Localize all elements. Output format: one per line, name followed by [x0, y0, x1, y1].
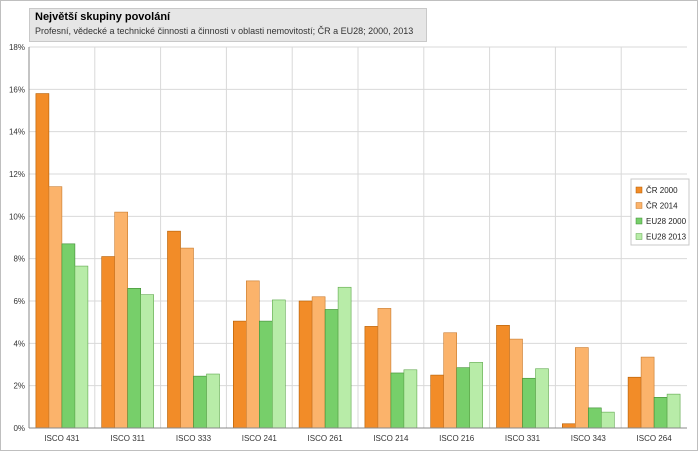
- bar: [640, 356, 655, 429]
- bar: [114, 211, 128, 429]
- bar: [627, 376, 642, 429]
- bar: [666, 393, 681, 429]
- y-tick-label: 6%: [13, 297, 25, 306]
- bar: [403, 369, 418, 429]
- bar: [522, 377, 536, 429]
- x-tick-label: ISCO 264: [637, 434, 673, 443]
- legend-swatch: [635, 202, 643, 209]
- bar: [233, 320, 247, 429]
- chart-title: Největší skupiny povolání: [35, 11, 171, 23]
- legend-label: ČR 2000: [646, 186, 678, 195]
- x-tick-label: ISCO 241: [242, 434, 278, 443]
- bar: [561, 423, 576, 429]
- y-tick-label: 2%: [13, 382, 25, 391]
- bar: [364, 326, 379, 429]
- y-tick-label: 0%: [13, 424, 25, 433]
- axes: 0% 2% 4% 6% 8% 10% 12% 14% 16% 18% ISCO 431 ISCO 31…: [9, 43, 687, 443]
- x-tick-label: ISCO 214: [373, 434, 409, 443]
- bar: [574, 347, 589, 429]
- bar: [298, 300, 313, 429]
- y-tick-label: 18%: [9, 43, 25, 52]
- x-tick-label: ISCO 431: [44, 434, 80, 443]
- y-tick-label: 16%: [9, 85, 25, 94]
- bar: [496, 325, 510, 429]
- title-box: Největší skupiny povolání Profesní, věde…: [29, 8, 427, 42]
- bar: [324, 309, 339, 429]
- legend-label: ČR 2014: [646, 202, 678, 211]
- legend-label: EU28 2000: [646, 217, 687, 226]
- y-tick-label: 4%: [13, 339, 25, 348]
- bar: [167, 230, 181, 429]
- legend-swatch: [635, 233, 643, 240]
- bar: [535, 368, 549, 429]
- bar: [74, 265, 89, 429]
- bar: [377, 308, 392, 429]
- bar: [456, 367, 471, 429]
- bar: [35, 93, 50, 429]
- y-tick-label: 14%: [9, 128, 25, 137]
- bar: [246, 280, 260, 429]
- grid-lines: [29, 46, 687, 428]
- bars: [35, 93, 681, 429]
- y-tick-label: 8%: [13, 255, 25, 264]
- bar: [258, 320, 273, 429]
- bar: [587, 407, 602, 429]
- bar: [653, 397, 668, 429]
- chart-subtitle: Profesní, vědecké a technické činnosti a…: [35, 26, 414, 36]
- bar: [193, 375, 207, 429]
- x-tick-label: ISCO 343: [571, 434, 607, 443]
- x-tick-label: ISCO 261: [308, 434, 344, 443]
- bar: [101, 256, 115, 429]
- bar: [390, 372, 405, 429]
- bar: [469, 362, 484, 429]
- bar: [509, 338, 523, 429]
- bar: [127, 287, 141, 429]
- legend: ČR 2000 ČR 2014 EU28 2000 EU28 2013: [630, 178, 690, 246]
- bar: [600, 411, 615, 429]
- bar: [271, 299, 286, 429]
- bar: [206, 373, 220, 429]
- bar: [311, 296, 326, 429]
- y-tick-label: 10%: [9, 212, 25, 221]
- bar: [61, 243, 76, 429]
- bar: [180, 247, 194, 429]
- bar: [430, 374, 445, 429]
- bar: [48, 186, 63, 429]
- x-tick-label: ISCO 216: [439, 434, 475, 443]
- x-tick-label: ISCO 333: [176, 434, 212, 443]
- bar: [443, 332, 458, 429]
- legend-swatch: [635, 217, 643, 225]
- x-tick-label: ISCO 311: [110, 434, 145, 443]
- legend-label: EU28 2013: [646, 233, 687, 242]
- legend-swatch: [635, 186, 643, 194]
- y-tick-label: 12%: [9, 170, 25, 179]
- bar: [337, 286, 352, 429]
- bar: [140, 294, 154, 429]
- x-tick-label: ISCO 331: [505, 434, 541, 443]
